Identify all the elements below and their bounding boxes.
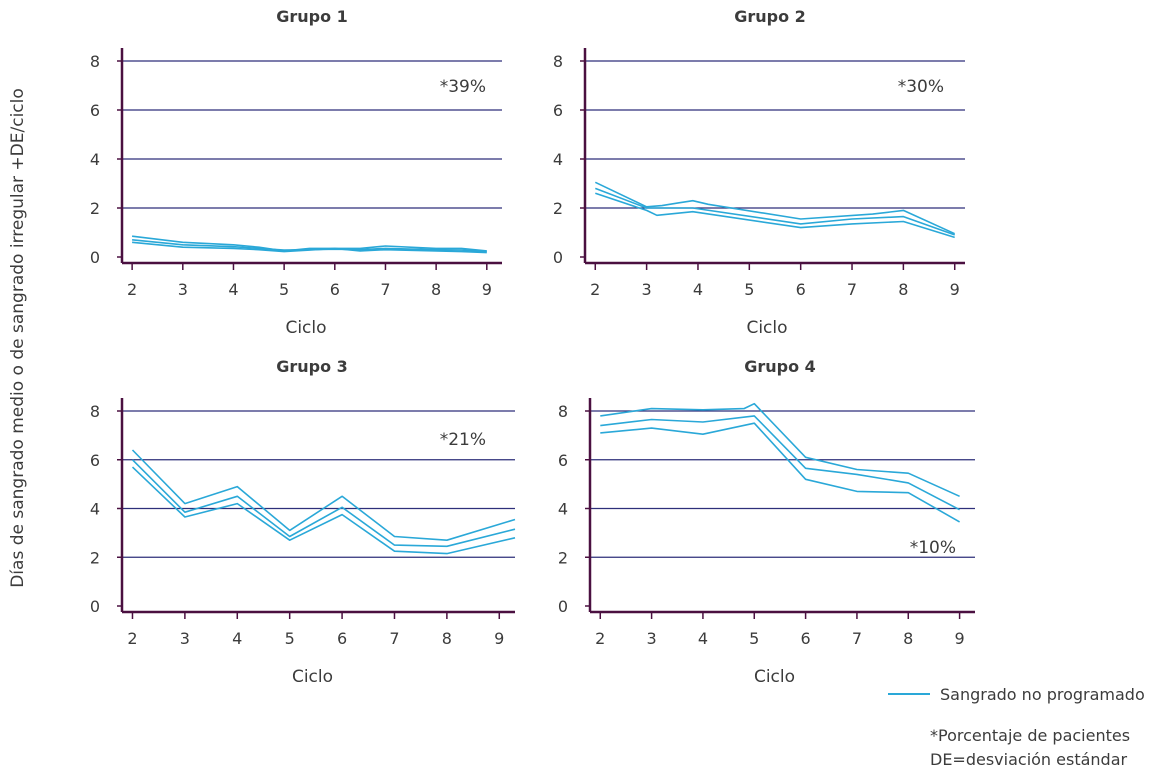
chart-panel-2: Grupo 2 0 2 4 6 8 2 3 4 5 6 7 8 9 Ciclo *30% [553,7,965,338]
percent-annotation: *10% [910,538,956,558]
y-tick-label: 0 [90,248,100,267]
x-tick-label: 6 [801,629,811,648]
x-tick-label: 8 [442,629,452,648]
chart-title: Grupo 1 [276,7,348,26]
x-tick-label: 4 [228,280,238,299]
x-tick-label: 8 [898,280,908,299]
y-tick-label: 0 [558,597,568,616]
x-tick-label: 7 [389,629,399,648]
y-tick-label: 6 [90,451,100,470]
y-tick-label: 4 [90,500,100,519]
y-tick-label: 8 [558,402,568,421]
x-tick-label: 2 [590,280,600,299]
x-tick-label: 4 [698,629,708,648]
y-tick-label: 6 [553,101,563,120]
chart-title: Grupo 2 [734,7,806,26]
y-tick-label: 0 [90,597,100,616]
x-tick-label: 3 [642,280,652,299]
y-tick-label: 8 [90,52,100,71]
series-line-1 [600,402,960,498]
x-tick-label: 4 [693,280,703,299]
x-tick-label: 3 [178,280,188,299]
x-tick-label: 6 [796,280,806,299]
series-line-3 [131,466,516,555]
y-axis-label: Días de sangrado medio o de sangrado irr… [8,88,28,588]
chart-panel-1: Grupo 1 0 2 4 6 8 2 3 4 5 6 7 8 9 Ciclo *39% [90,7,502,338]
legend-footnote-de: DE=desviación estándar [930,750,1128,769]
series-line-2 [595,187,955,236]
legend: Sangrado no programado *Porcentaje de pa… [888,685,1145,769]
x-tick-label: 8 [431,280,441,299]
y-tick-label: 2 [553,199,563,218]
x-tick-label: 3 [647,629,657,648]
x-axis-label: Ciclo [746,318,787,338]
y-tick-label: 6 [90,101,100,120]
x-tick-label: 2 [127,629,137,648]
percent-annotation: *21% [440,430,486,450]
x-axis-label: Ciclo [754,667,795,687]
x-tick-label: 4 [232,629,242,648]
x-tick-label: 9 [494,629,504,648]
series-line-3 [132,241,487,254]
series-line-1 [131,449,516,542]
series-line-2 [131,459,516,548]
x-tick-label: 9 [482,280,492,299]
x-tick-label: 7 [852,629,862,648]
y-tick-label: 6 [558,451,568,470]
chart-title: Grupo 4 [744,357,816,376]
y-tick-label: 2 [90,199,100,218]
y-tick-label: 2 [558,548,568,567]
x-tick-label: 9 [955,629,965,648]
series-line-3 [600,422,960,523]
x-tick-label: 7 [380,280,390,299]
series-line-1 [132,235,487,252]
y-tick-label: 4 [558,500,568,519]
series-line-2 [600,415,960,511]
series-line-1 [594,181,956,235]
legend-footnote-percent: *Porcentaje de pacientes [930,726,1130,745]
x-tick-label: 5 [279,280,289,299]
x-tick-label: 5 [744,280,754,299]
y-tick-label: 4 [553,150,563,169]
x-tick-label: 2 [595,629,605,648]
x-tick-label: 6 [330,280,340,299]
x-tick-label: 9 [950,280,960,299]
x-tick-label: 5 [749,629,759,648]
x-tick-label: 6 [337,629,347,648]
chart-panel-4: Grupo 4 0 2 4 6 8 2 3 4 5 6 7 8 9 Ciclo *10% [558,357,975,687]
x-tick-label: 5 [285,629,295,648]
y-tick-label: 8 [553,52,563,71]
x-tick-label: 3 [180,629,190,648]
y-tick-label: 4 [90,150,100,169]
percent-annotation: *39% [440,77,486,97]
chart-panels: Grupo 1 0 2 4 6 8 2 3 4 5 6 7 8 9 Ciclo *39% Grupo 2 0 2 4 6… [90,7,975,687]
chart-panel-3: Grupo 3 0 2 4 6 8 2 3 4 5 6 7 8 9 Ciclo *21% [90,357,516,687]
percent-annotation: *30% [898,77,944,97]
chart-title: Grupo 3 [276,357,348,376]
series-line-3 [595,192,955,239]
y-tick-label: 8 [90,402,100,421]
legend-series-label: Sangrado no programado [940,685,1145,704]
x-tick-label: 2 [127,280,137,299]
y-tick-label: 2 [90,548,100,567]
x-tick-label: 7 [847,280,857,299]
x-axis-label: Ciclo [285,318,326,338]
x-axis-label: Ciclo [292,667,333,687]
x-tick-label: 8 [903,629,913,648]
y-tick-label: 0 [553,248,563,267]
